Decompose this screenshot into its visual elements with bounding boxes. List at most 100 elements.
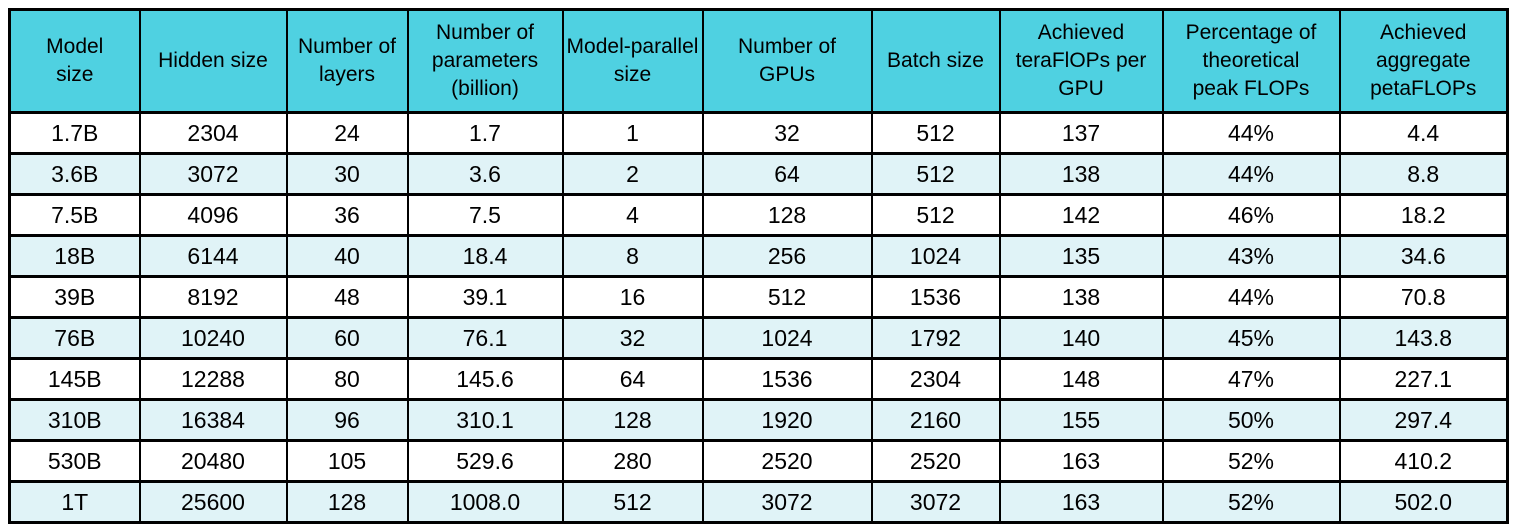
table-cell: 39B: [8, 275, 141, 319]
table-row: 39B 8192 48 39.1 16 512 1536 138 44% 70.8: [8, 275, 1509, 319]
table-row: 76B 10240 60 76.1 32 1024 1792 140 45% 143.8: [8, 316, 1509, 360]
table-cell: 512: [870, 193, 1001, 237]
column-header: Number of parameters (billion): [406, 8, 564, 114]
table-cell: 3.6: [406, 152, 564, 196]
table-cell: 18B: [8, 234, 141, 278]
table-cell: 530B: [8, 439, 141, 483]
table-row: 1.7B 2304 24 1.7 1 32 512 137 44% 4.4: [8, 111, 1509, 155]
results-table: Model size Hidden size Number of layers Num…: [8, 8, 1509, 524]
table-cell: 512: [870, 152, 1001, 196]
table-cell: 280: [561, 439, 704, 483]
table-cell: 4.4: [1338, 111, 1509, 155]
table-cell: 143.8: [1338, 316, 1509, 360]
table-cell: 46%: [1161, 193, 1341, 237]
table-cell: 1: [561, 111, 704, 155]
table-cell: 8192: [138, 275, 288, 319]
table-cell: 128: [561, 398, 704, 442]
table-row: 7.5B 4096 36 7.5 4 128 512 142 46% 18.2: [8, 193, 1509, 237]
table-cell: 64: [561, 357, 704, 401]
table-cell: 2: [561, 152, 704, 196]
column-header: Hidden size: [138, 8, 288, 114]
table-cell: 1008.0: [406, 480, 564, 524]
table-cell: 12288: [138, 357, 288, 401]
table-cell: 140: [998, 316, 1164, 360]
table-cell: 410.2: [1338, 439, 1509, 483]
table-cell: 47%: [1161, 357, 1341, 401]
table-cell: 80: [285, 357, 409, 401]
table-cell: 34.6: [1338, 234, 1509, 278]
table-row: 18B 6144 40 18.4 8 256 1024 135 43% 34.6: [8, 234, 1509, 278]
table-cell: 52%: [1161, 480, 1341, 524]
column-header: Batch size: [870, 8, 1001, 114]
table-cell: 2304: [138, 111, 288, 155]
table-body: 1.7B 2304 24 1.7 1 32 512 137 44% 4.4 3.6B 3072 30 3.…: [8, 111, 1509, 524]
table-cell: 16: [561, 275, 704, 319]
table-cell: 45%: [1161, 316, 1341, 360]
table-cell: 30: [285, 152, 409, 196]
table-cell: 18.2: [1338, 193, 1509, 237]
table-cell: 1792: [870, 316, 1001, 360]
table-cell: 138: [998, 152, 1164, 196]
table-cell: 128: [285, 480, 409, 524]
table-cell: 145B: [8, 357, 141, 401]
table-cell: 2520: [701, 439, 873, 483]
table-cell: 48: [285, 275, 409, 319]
table-cell: 50%: [1161, 398, 1341, 442]
table-cell: 142: [998, 193, 1164, 237]
table-cell: 297.4: [1338, 398, 1509, 442]
table-cell: 40: [285, 234, 409, 278]
table-cell: 6144: [138, 234, 288, 278]
table-cell: 52%: [1161, 439, 1341, 483]
table-cell: 163: [998, 439, 1164, 483]
column-header: Achieved teraFlOPs per GPU: [998, 8, 1164, 114]
table-cell: 44%: [1161, 275, 1341, 319]
table-cell: 24: [285, 111, 409, 155]
table-row: 310B 16384 96 310.1 128 1920 2160 155 50% 297.4: [8, 398, 1509, 442]
table-cell: 36: [285, 193, 409, 237]
table-cell: 7.5B: [8, 193, 141, 237]
table-cell: 10240: [138, 316, 288, 360]
table-cell: 16384: [138, 398, 288, 442]
table-cell: 1920: [701, 398, 873, 442]
table-cell: 145.6: [406, 357, 564, 401]
table-cell: 32: [561, 316, 704, 360]
table-cell: 128: [701, 193, 873, 237]
column-header: Number of GPUs: [701, 8, 873, 114]
table-cell: 148: [998, 357, 1164, 401]
table-row: 1T 25600 128 1008.0 512 3072 3072 163 52% 502.0: [8, 480, 1509, 524]
table-cell: 512: [561, 480, 704, 524]
table-cell: 39.1: [406, 275, 564, 319]
table-cell: 1024: [870, 234, 1001, 278]
table-cell: 3072: [138, 152, 288, 196]
table-cell: 529.6: [406, 439, 564, 483]
table-row: 530B 20480 105 529.6 280 2520 2520 163 52% 410.2: [8, 439, 1509, 483]
table-cell: 135: [998, 234, 1164, 278]
table-cell: 2160: [870, 398, 1001, 442]
table-cell: 3072: [870, 480, 1001, 524]
table-cell: 1.7B: [8, 111, 141, 155]
table-cell: 64: [701, 152, 873, 196]
table-cell: 20480: [138, 439, 288, 483]
table-cell: 138: [998, 275, 1164, 319]
column-header: Percentage of theoretical peak FLOPs: [1161, 8, 1341, 114]
table-cell: 25600: [138, 480, 288, 524]
header-row: Model size Hidden size Number of layers Num…: [8, 8, 1509, 114]
table-cell: 8: [561, 234, 704, 278]
table-cell: 2304: [870, 357, 1001, 401]
table-cell: 310.1: [406, 398, 564, 442]
table-cell: 1.7: [406, 111, 564, 155]
table-cell: 310B: [8, 398, 141, 442]
table-cell: 44%: [1161, 111, 1341, 155]
table-cell: 137: [998, 111, 1164, 155]
table-cell: 76.1: [406, 316, 564, 360]
table-cell: 163: [998, 480, 1164, 524]
table-cell: 512: [701, 275, 873, 319]
table-cell: 3.6B: [8, 152, 141, 196]
table-cell: 7.5: [406, 193, 564, 237]
table-cell: 1536: [701, 357, 873, 401]
table-cell: 155: [998, 398, 1164, 442]
table-row: 145B 12288 80 145.6 64 1536 2304 148 47% 227.1: [8, 357, 1509, 401]
table-cell: 256: [701, 234, 873, 278]
table-cell: 32: [701, 111, 873, 155]
